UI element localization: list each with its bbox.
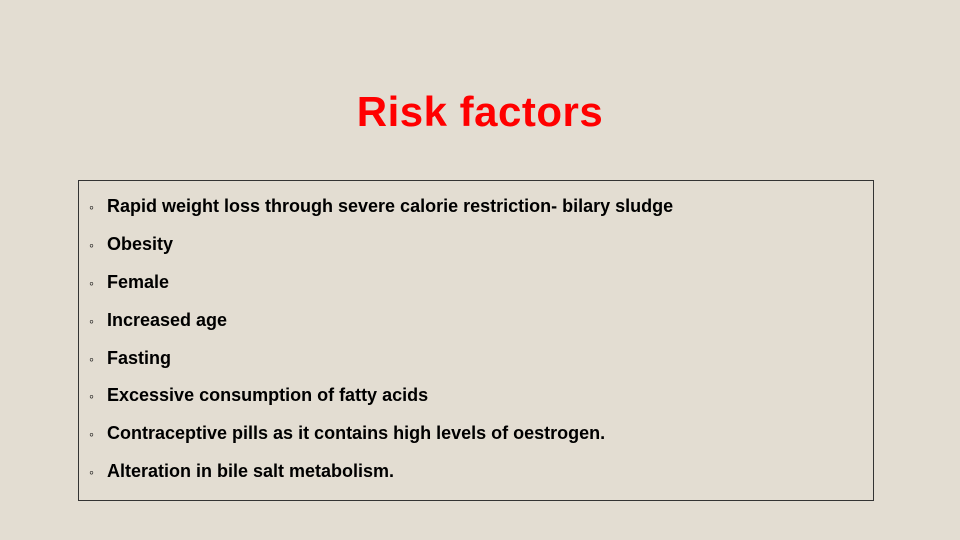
slide-title: Risk factors <box>0 88 960 136</box>
bullet-icon: ◦ <box>89 386 107 408</box>
list-item-text: Alteration in bile salt metabolism. <box>107 458 863 486</box>
list-item-text: Obesity <box>107 231 863 259</box>
list-item: ◦ Contraceptive pills as it contains hig… <box>89 420 863 448</box>
bullet-icon: ◦ <box>89 235 107 257</box>
bullet-icon: ◦ <box>89 462 107 484</box>
list-item: ◦ Increased age <box>89 307 863 335</box>
content-box: ◦ Rapid weight loss through severe calor… <box>78 180 874 501</box>
list-item: ◦ Fasting <box>89 345 863 373</box>
list-item: ◦ Excessive consumption of fatty acids <box>89 382 863 410</box>
bullet-icon: ◦ <box>89 197 107 219</box>
list-item-text: Contraceptive pills as it contains high … <box>107 420 863 448</box>
list-item-text: Rapid weight loss through severe calorie… <box>107 193 863 221</box>
list-item-text: Excessive consumption of fatty acids <box>107 382 863 410</box>
bullet-icon: ◦ <box>89 311 107 333</box>
list-item-text: Female <box>107 269 863 297</box>
bullet-icon: ◦ <box>89 273 107 295</box>
list-item-text: Fasting <box>107 345 863 373</box>
bullet-icon: ◦ <box>89 349 107 371</box>
list-item-text: Increased age <box>107 307 863 335</box>
list-item: ◦ Rapid weight loss through severe calor… <box>89 193 863 221</box>
bullet-icon: ◦ <box>89 424 107 446</box>
list-item: ◦ Obesity <box>89 231 863 259</box>
list-item: ◦ Alteration in bile salt metabolism. <box>89 458 863 486</box>
list-item: ◦ Female <box>89 269 863 297</box>
